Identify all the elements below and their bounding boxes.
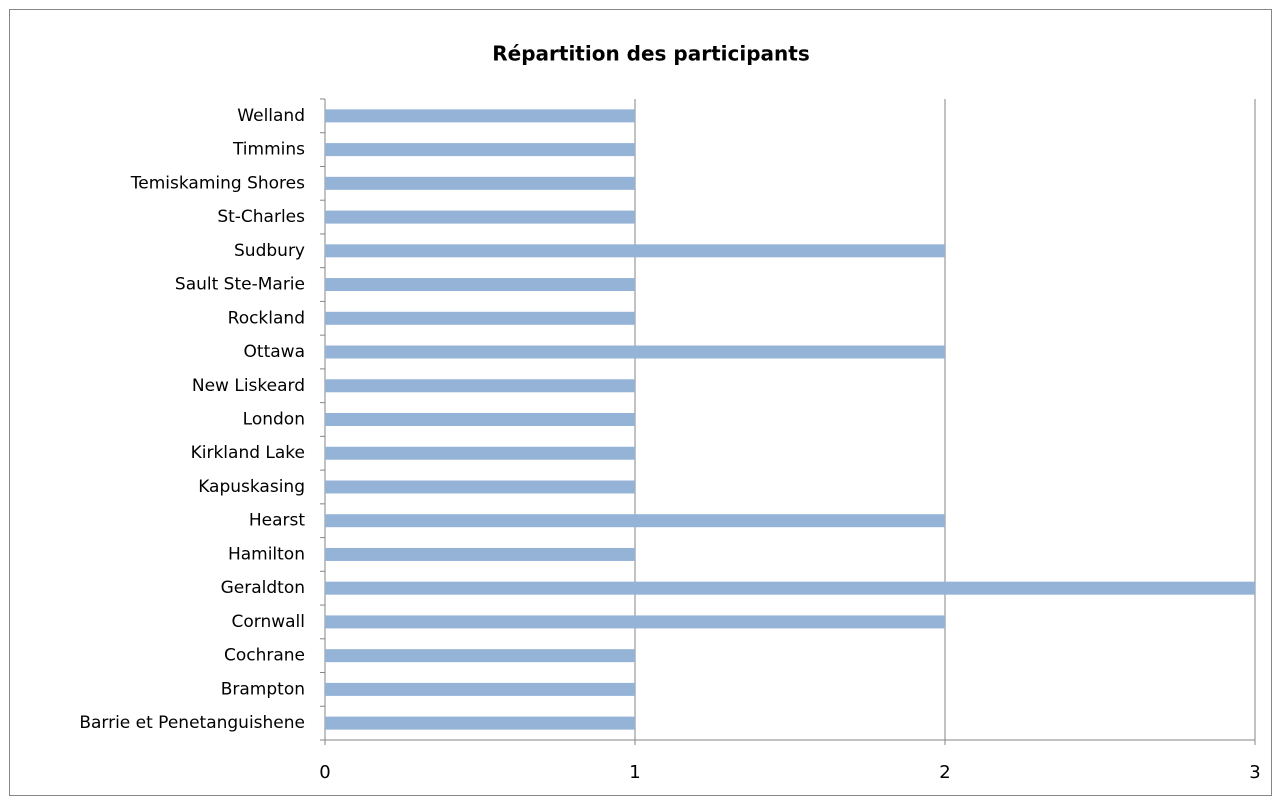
y-tick-label: Sudbury bbox=[234, 241, 305, 261]
bar bbox=[325, 345, 945, 359]
bar bbox=[325, 716, 635, 730]
chart-frame bbox=[9, 9, 1272, 796]
bar bbox=[325, 278, 635, 292]
bar bbox=[325, 446, 635, 460]
bar bbox=[325, 379, 635, 393]
bar bbox=[325, 480, 635, 494]
y-tick-label: Rockland bbox=[228, 308, 305, 328]
y-tick-label: Kapuskasing bbox=[198, 477, 305, 497]
bar bbox=[325, 413, 635, 426]
x-tick-label: 2 bbox=[939, 762, 950, 783]
bar bbox=[325, 244, 945, 258]
y-tick-label: St-Charles bbox=[217, 207, 305, 227]
bar bbox=[325, 649, 635, 663]
y-tick-label: Barrie et Penetanguishene bbox=[79, 713, 305, 733]
x-tick-label: 3 bbox=[1249, 762, 1260, 783]
y-tick-label: Cornwall bbox=[231, 612, 305, 632]
y-tick-label: Timmins bbox=[232, 140, 305, 160]
y-tick-label: Kirkland Lake bbox=[191, 443, 305, 463]
bar bbox=[325, 514, 945, 528]
bar bbox=[325, 547, 635, 561]
y-tick-label: Brampton bbox=[221, 679, 305, 699]
bar bbox=[325, 682, 635, 696]
y-tick-label: New Liskeard bbox=[192, 376, 305, 396]
bar bbox=[325, 581, 1255, 595]
y-tick-label: Geraldton bbox=[221, 578, 305, 598]
bar bbox=[325, 176, 635, 190]
y-tick-label: Welland bbox=[237, 106, 305, 126]
y-tick-label: Sault Ste-Marie bbox=[175, 275, 305, 295]
y-tick-label: Temiskaming Shores bbox=[130, 173, 305, 193]
y-tick-label: Hamilton bbox=[228, 544, 305, 564]
y-tick-label: Hearst bbox=[249, 511, 306, 531]
y-tick-label: London bbox=[243, 410, 305, 430]
y-tick-label: Cochrane bbox=[224, 646, 305, 666]
bar bbox=[325, 109, 635, 123]
bar bbox=[325, 311, 635, 325]
x-tick-label: 0 bbox=[319, 762, 330, 783]
chart-title: Répartition des participants bbox=[492, 42, 809, 66]
bar bbox=[325, 615, 945, 629]
x-tick-label: 1 bbox=[629, 762, 640, 783]
y-tick-label: Ottawa bbox=[244, 342, 305, 362]
bar bbox=[325, 210, 635, 224]
bar bbox=[325, 143, 635, 157]
